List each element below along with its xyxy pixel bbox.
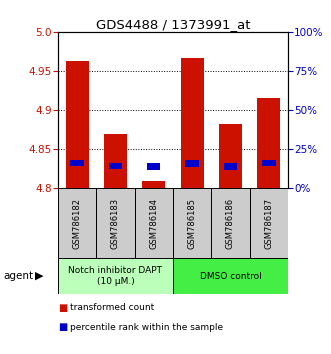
Text: GSM786187: GSM786187 [264, 198, 273, 249]
Text: GSM786185: GSM786185 [188, 198, 197, 249]
Bar [173, 258, 288, 294]
Bar [219, 124, 242, 188]
Bar [147, 164, 161, 170]
Text: percentile rank within the sample: percentile rank within the sample [70, 323, 223, 332]
Bar [71, 160, 84, 166]
Text: DMSO control: DMSO control [200, 272, 261, 281]
Bar [211, 188, 250, 258]
Bar [109, 163, 122, 169]
Bar [104, 134, 127, 188]
Title: GDS4488 / 1373991_at: GDS4488 / 1373991_at [96, 18, 250, 31]
Bar [181, 58, 204, 188]
Text: GSM786186: GSM786186 [226, 198, 235, 249]
Bar [262, 160, 275, 166]
Text: GSM786182: GSM786182 [72, 198, 82, 249]
Bar [66, 61, 89, 188]
Bar [185, 160, 199, 167]
Bar [58, 258, 173, 294]
Text: ▶: ▶ [35, 271, 43, 281]
Bar [173, 188, 211, 258]
Bar [96, 188, 135, 258]
Bar [224, 164, 237, 170]
Text: agent: agent [3, 271, 33, 281]
Bar [257, 98, 280, 188]
Text: GSM786184: GSM786184 [149, 198, 158, 249]
Text: ■: ■ [58, 303, 67, 313]
Bar [250, 188, 288, 258]
Text: Notch inhibitor DAPT
(10 μM.): Notch inhibitor DAPT (10 μM.) [69, 267, 163, 286]
Bar [142, 181, 165, 188]
Bar [135, 188, 173, 258]
Text: ■: ■ [58, 322, 67, 332]
Text: transformed count: transformed count [70, 303, 154, 313]
Bar [58, 188, 96, 258]
Text: GSM786183: GSM786183 [111, 198, 120, 249]
